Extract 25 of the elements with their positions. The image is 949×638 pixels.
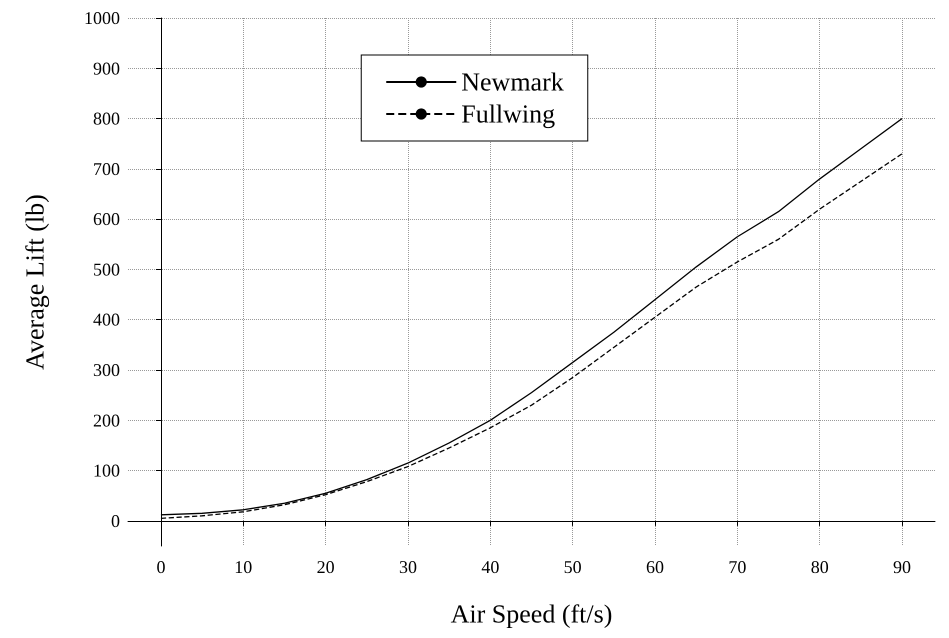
y-tick-label: 600 <box>93 209 120 230</box>
x-tick-label: 50 <box>564 557 582 577</box>
y-tick-label: 500 <box>93 259 120 280</box>
x-tick-label: 60 <box>646 557 664 577</box>
y-tick-label: 400 <box>93 310 120 330</box>
y-tick-label: 800 <box>93 108 120 129</box>
x-tick-label: 0 <box>156 557 166 577</box>
x-tick-label: 90 <box>893 557 912 577</box>
y-tick-label: 0 <box>111 510 120 531</box>
y-tick-label: 1000 <box>84 8 120 28</box>
x-tick-label: 70 <box>728 557 746 577</box>
x-tick-label: 20 <box>316 557 335 577</box>
y-axis-title: Average Lift (lb) <box>20 194 50 370</box>
y-tick-label: 200 <box>93 410 120 430</box>
x-tick-label: 30 <box>398 557 417 577</box>
y-tick-label: 700 <box>93 158 120 179</box>
x-axis-title: Air Speed (ft/s) <box>450 600 612 628</box>
legend-label: Fullwing <box>461 100 556 128</box>
legend-label: Newmark <box>461 68 564 96</box>
y-tick-label: 300 <box>93 360 120 380</box>
x-tick-label: 40 <box>481 557 500 577</box>
y-tick-label: 900 <box>93 58 120 78</box>
x-tick-label: 10 <box>234 557 252 577</box>
x-tick-label: 80 <box>810 557 829 577</box>
y-tick-label: 100 <box>93 460 120 481</box>
